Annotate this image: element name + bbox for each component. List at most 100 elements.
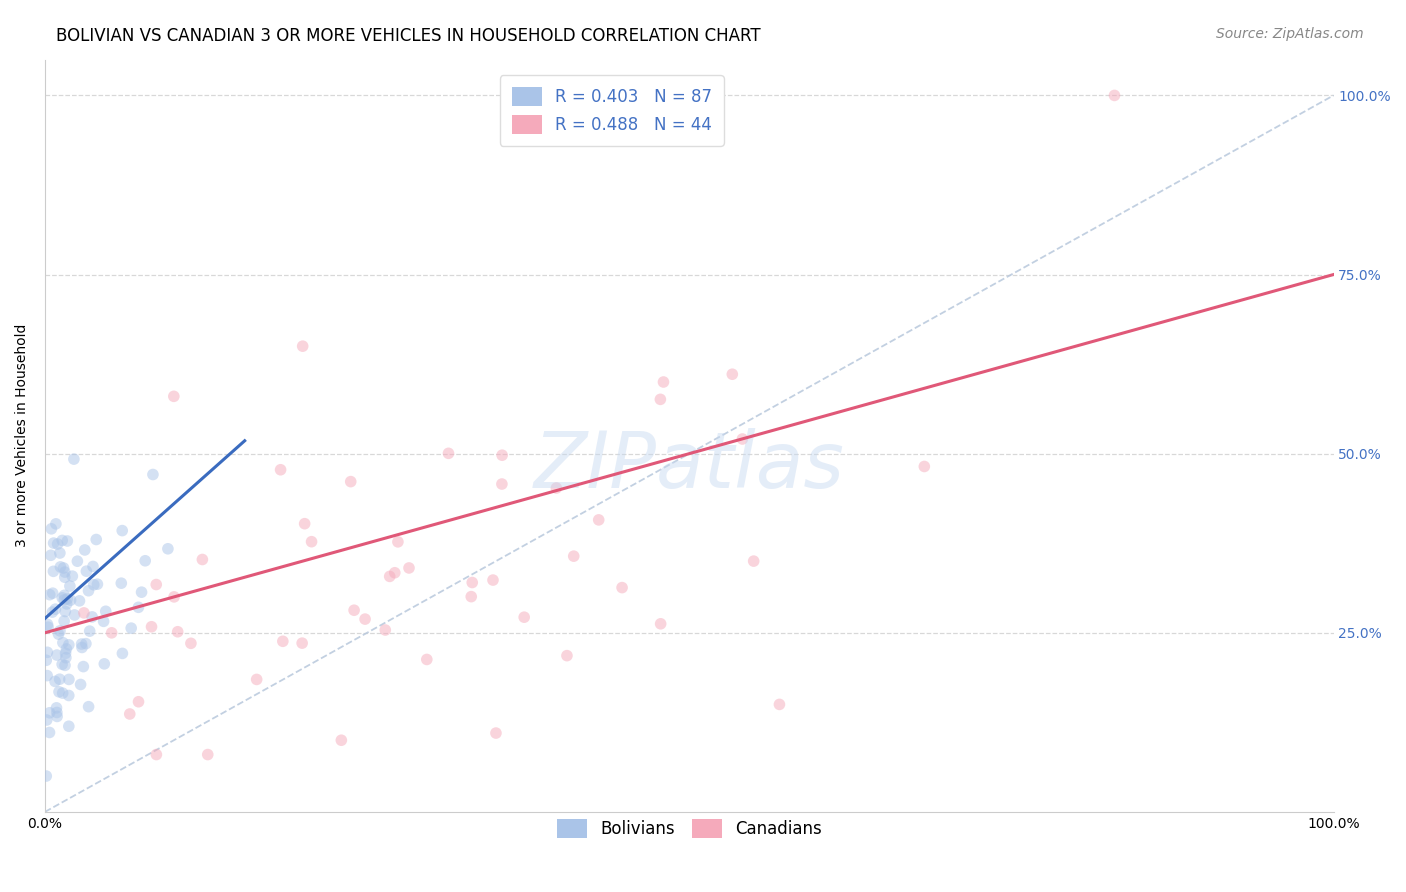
Point xyxy=(45,706,67,720)
Point xyxy=(93,615,115,629)
Point xyxy=(912,459,935,474)
Point xyxy=(166,624,188,639)
Point xyxy=(55,650,77,665)
Point xyxy=(53,570,76,584)
Point xyxy=(145,747,167,762)
Point xyxy=(41,605,63,619)
Point xyxy=(66,554,89,568)
Point xyxy=(128,695,150,709)
Point xyxy=(82,610,104,624)
Point xyxy=(49,546,72,560)
Point xyxy=(53,565,76,579)
Point xyxy=(131,585,153,599)
Point xyxy=(93,657,115,671)
Point xyxy=(77,583,100,598)
Point xyxy=(35,769,58,783)
Point xyxy=(49,624,72,638)
Point xyxy=(84,533,107,547)
Point xyxy=(70,640,93,655)
Point xyxy=(127,600,149,615)
Point xyxy=(416,652,439,666)
Point xyxy=(42,536,65,550)
Point xyxy=(461,575,484,590)
Point xyxy=(270,463,292,477)
Point xyxy=(56,534,79,549)
Point xyxy=(58,673,80,687)
Legend: Bolivians, Canadians: Bolivians, Canadians xyxy=(550,813,828,845)
Point xyxy=(491,448,513,462)
Point xyxy=(37,645,59,659)
Point xyxy=(52,635,75,649)
Point xyxy=(156,541,179,556)
Point xyxy=(51,533,73,548)
Point xyxy=(354,612,377,626)
Point xyxy=(721,368,744,382)
Point xyxy=(52,686,75,700)
Point xyxy=(141,620,163,634)
Point xyxy=(42,565,65,579)
Point xyxy=(437,446,460,460)
Point xyxy=(163,389,186,403)
Point xyxy=(70,637,93,651)
Point xyxy=(48,627,70,641)
Point xyxy=(555,648,578,663)
Point xyxy=(53,605,76,619)
Point xyxy=(46,709,69,723)
Point xyxy=(491,477,513,491)
Point xyxy=(650,392,672,407)
Point xyxy=(45,701,67,715)
Point xyxy=(55,597,77,611)
Point xyxy=(63,607,86,622)
Point xyxy=(53,588,76,602)
Point xyxy=(145,577,167,591)
Point xyxy=(53,658,76,673)
Point xyxy=(301,534,323,549)
Point xyxy=(52,561,75,575)
Point xyxy=(41,522,63,536)
Point xyxy=(384,566,406,580)
Point xyxy=(191,552,214,566)
Point xyxy=(51,591,73,605)
Point xyxy=(48,672,70,686)
Point xyxy=(246,673,269,687)
Point xyxy=(742,554,765,568)
Point xyxy=(55,642,77,657)
Point xyxy=(38,725,60,739)
Point xyxy=(73,606,96,620)
Y-axis label: 3 or more Vehicles in Household: 3 or more Vehicles in Household xyxy=(15,324,30,548)
Point xyxy=(650,616,672,631)
Point xyxy=(120,621,142,635)
Point xyxy=(77,699,100,714)
Point xyxy=(562,549,585,564)
Point xyxy=(38,588,60,602)
Point xyxy=(58,638,80,652)
Point xyxy=(339,475,361,489)
Point xyxy=(82,559,104,574)
Point xyxy=(73,543,96,558)
Point xyxy=(100,625,122,640)
Point xyxy=(79,624,101,639)
Point xyxy=(45,516,67,531)
Point xyxy=(59,593,82,607)
Point xyxy=(45,648,67,662)
Point xyxy=(39,549,62,563)
Point xyxy=(460,590,482,604)
Point xyxy=(35,713,58,727)
Point xyxy=(58,719,80,733)
Point xyxy=(197,747,219,762)
Point xyxy=(142,467,165,482)
Point xyxy=(41,586,63,600)
Point xyxy=(588,513,610,527)
Point xyxy=(46,537,69,551)
Point xyxy=(75,564,97,578)
Point xyxy=(37,620,59,634)
Point xyxy=(134,554,156,568)
Point xyxy=(63,452,86,467)
Text: ZIPatlas: ZIPatlas xyxy=(534,428,845,504)
Text: BOLIVIAN VS CANADIAN 3 OR MORE VEHICLES IN HOUSEHOLD CORRELATION CHART: BOLIVIAN VS CANADIAN 3 OR MORE VEHICLES … xyxy=(56,27,761,45)
Point xyxy=(118,706,141,721)
Point xyxy=(53,614,76,628)
Point xyxy=(60,569,83,583)
Point xyxy=(37,617,59,632)
Point xyxy=(271,634,294,648)
